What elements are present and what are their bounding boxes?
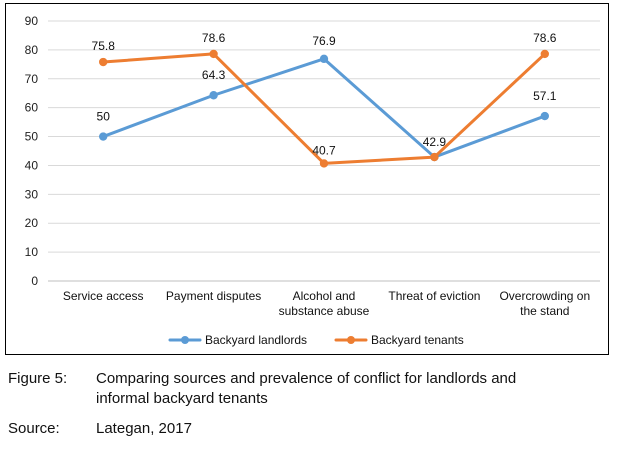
chart-frame: 0 10 20 30 40 50 60 70 80 90 Service access Paymen… xyxy=(5,3,609,355)
figure-title: Comparing sources and prevalence of conf… xyxy=(96,370,517,407)
point-backyard-tenants-alcohol-and-substance-abuse xyxy=(319,159,329,168)
y-tick-label-40: 40 xyxy=(25,158,39,172)
point-backyard-tenants-threat-of-eviction xyxy=(430,152,439,162)
data-labels: 50 64.3 76.9 57.1 75.8 78.6 40.7 42.9 78.6 xyxy=(92,31,557,157)
x-category-label-overcrowding-on-the-stand: Overcrowding on the stand xyxy=(499,289,590,318)
point-backyard-landlords-alcohol-and-substance-abuse xyxy=(319,54,329,64)
legend-label-backyard-landlords: Backyard landlords xyxy=(205,333,307,347)
data-label-backyard-tenants-threat-of-eviction: 42.9 xyxy=(423,135,447,149)
data-label-backyard-landlords-alcohol-and-substance-abuse: 76.9 xyxy=(312,34,336,48)
legend-marker-backyard-tenants xyxy=(347,336,355,344)
x-category-label-threat-of-eviction: Threat of eviction xyxy=(388,289,480,303)
data-label-backyard-landlords-service-access: 50 xyxy=(97,110,111,124)
line-chart: 0 10 20 30 40 50 60 70 80 90 Service access Paymen… xyxy=(25,14,600,347)
y-tick-label-30: 30 xyxy=(25,187,39,201)
y-tick-label-80: 80 xyxy=(25,43,39,57)
x-category-label-payment-disputes: Payment disputes xyxy=(166,289,261,303)
x-axis-categories: Service access Payment disputes Alcohol an… xyxy=(63,289,590,318)
y-tick-label-10: 10 xyxy=(25,245,39,259)
point-backyard-tenants-payment-disputes xyxy=(209,49,218,59)
x-category-label-alcohol-and-substance-abuse: Alcohol and substance abuse xyxy=(279,289,370,318)
y-tick-label-20: 20 xyxy=(25,216,39,230)
y-tick-label-0: 0 xyxy=(31,274,38,288)
y-tick-label-50: 50 xyxy=(25,130,39,144)
x-category-label-service-access: Service access xyxy=(63,289,144,303)
y-tick-label-90: 90 xyxy=(25,14,39,28)
legend-label-backyard-tenants: Backyard tenants xyxy=(371,333,464,347)
legend: Backyard landlords Backyard tenants xyxy=(168,333,464,347)
y-axis-ticks: 0 10 20 30 40 50 60 70 80 90 xyxy=(25,14,39,288)
data-label-backyard-tenants-service-access: 75.8 xyxy=(92,39,116,53)
data-label-backyard-tenants-alcohol-and-substance-abuse: 40.7 xyxy=(312,143,336,157)
legend-marker-backyard-landlords xyxy=(181,336,189,344)
point-backyard-landlords-payment-disputes xyxy=(209,91,218,100)
y-tick-label-70: 70 xyxy=(25,72,39,86)
figure-number: Figure 5: xyxy=(8,370,68,387)
series-lines xyxy=(99,49,549,168)
point-backyard-landlords-service-access xyxy=(99,132,108,141)
point-backyard-landlords-overcrowding-on-the-stand xyxy=(540,111,549,121)
data-label-backyard-tenants-overcrowding-on-the-stand: 78.6 xyxy=(533,31,557,45)
point-backyard-tenants-service-access xyxy=(99,57,108,67)
data-label-backyard-tenants-payment-disputes: 78.6 xyxy=(202,31,226,45)
source-label: Source: xyxy=(8,420,60,437)
y-tick-label-60: 60 xyxy=(25,101,39,115)
data-label-backyard-landlords-payment-disputes: 64.3 xyxy=(202,68,226,82)
data-label-backyard-landlords-overcrowding-on-the-stand: 57.1 xyxy=(533,89,557,103)
point-backyard-tenants-overcrowding-on-the-stand xyxy=(540,49,549,59)
source-text: Lategan, 2017 xyxy=(96,420,192,437)
